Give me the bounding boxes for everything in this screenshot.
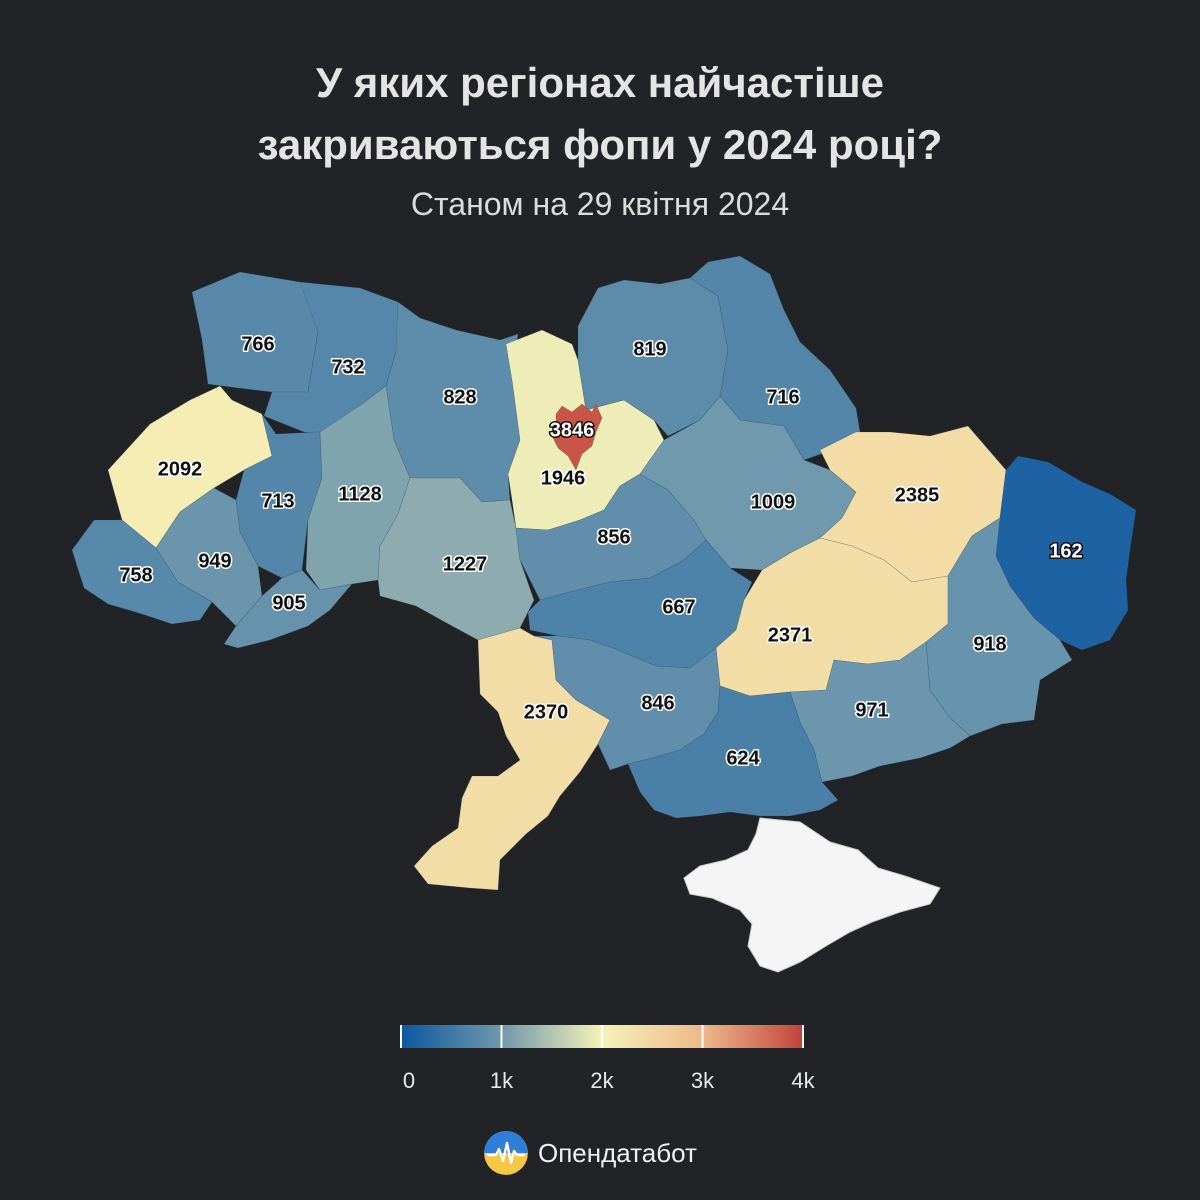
brand: Опендатабот bbox=[484, 1130, 697, 1176]
page-title: У яких регіонах найчастіше закриваються … bbox=[0, 52, 1200, 176]
region-value-kyiv-city: 3846 bbox=[550, 419, 595, 441]
region-kherson bbox=[627, 685, 839, 819]
region-value-chernivtsi: 905 bbox=[272, 592, 305, 614]
title-line-1: У яких регіонах найчастіше bbox=[315, 59, 884, 106]
region-value-luhansk: 162 bbox=[1049, 540, 1082, 562]
region-value-lviv: 2092 bbox=[158, 458, 203, 480]
region-zaporizhzhia bbox=[789, 641, 971, 783]
region-value-khmelnytskyi: 1128 bbox=[338, 483, 381, 505]
region-value-vinnytsia: 1227 bbox=[443, 553, 488, 575]
region-value-kirovohrad: 667 bbox=[662, 596, 695, 618]
region-value-kyiv-oblast: 1946 bbox=[541, 467, 586, 489]
crimea-region bbox=[683, 817, 941, 973]
legend-tick-label: 3k bbox=[691, 1068, 715, 1093]
opendatabot-logo-icon bbox=[484, 1131, 528, 1175]
regions-layer bbox=[71, 255, 1137, 891]
region-donetsk bbox=[925, 517, 1073, 737]
region-value-volyn: 766 bbox=[241, 333, 274, 355]
title-line-2: закриваються фопи у 2024 році? bbox=[257, 121, 943, 168]
legend-tick-label: 0 bbox=[403, 1068, 415, 1093]
labels-layer: 766 732 828 1946 3846 819 716 2092 713 1128 758 949… bbox=[118, 332, 1084, 771]
legend-tick-label: 4k bbox=[791, 1068, 815, 1093]
region-value-donetsk: 918 bbox=[973, 633, 1006, 655]
legend-ticks: 0 1k 2k 3k 4k bbox=[400, 1025, 816, 1093]
region-value-ternopil: 713 bbox=[261, 490, 294, 512]
region-value-ivano-frankivsk: 949 bbox=[198, 550, 231, 572]
region-value-odesa: 2370 bbox=[524, 701, 569, 723]
region-zakarpattia bbox=[71, 519, 213, 625]
region-value-dnipropetrovsk: 2371 bbox=[768, 624, 813, 646]
region-value-kherson: 624 bbox=[726, 747, 760, 769]
page-subtitle: Станом на 29 квітня 2024 bbox=[410, 186, 790, 222]
region-chernivtsi bbox=[223, 569, 353, 649]
region-value-cherkasy: 856 bbox=[597, 526, 630, 548]
region-value-kharkiv: 2385 bbox=[895, 484, 940, 506]
region-value-zhytomyr: 828 bbox=[443, 386, 476, 408]
region-value-zakarpattia: 758 bbox=[119, 564, 152, 586]
region-value-chernihiv: 819 bbox=[633, 338, 666, 360]
region-value-poltava: 1009 bbox=[751, 491, 796, 513]
region-ivano-frankivsk bbox=[155, 487, 263, 627]
region-value-mykolaiv: 846 bbox=[641, 692, 674, 714]
legend-tick-label: 1k bbox=[490, 1068, 514, 1093]
brand-name: Опендатабот bbox=[538, 1137, 697, 1168]
region-value-rivne: 732 bbox=[331, 356, 364, 378]
legend-tick-label: 2k bbox=[590, 1068, 614, 1093]
color-legend: 0 1k 2k 3k 4k bbox=[400, 1025, 816, 1093]
region-kyiv-city bbox=[551, 403, 603, 471]
region-value-zaporizhzhia: 971 bbox=[855, 699, 888, 721]
region-value-sumy: 716 bbox=[766, 386, 799, 408]
